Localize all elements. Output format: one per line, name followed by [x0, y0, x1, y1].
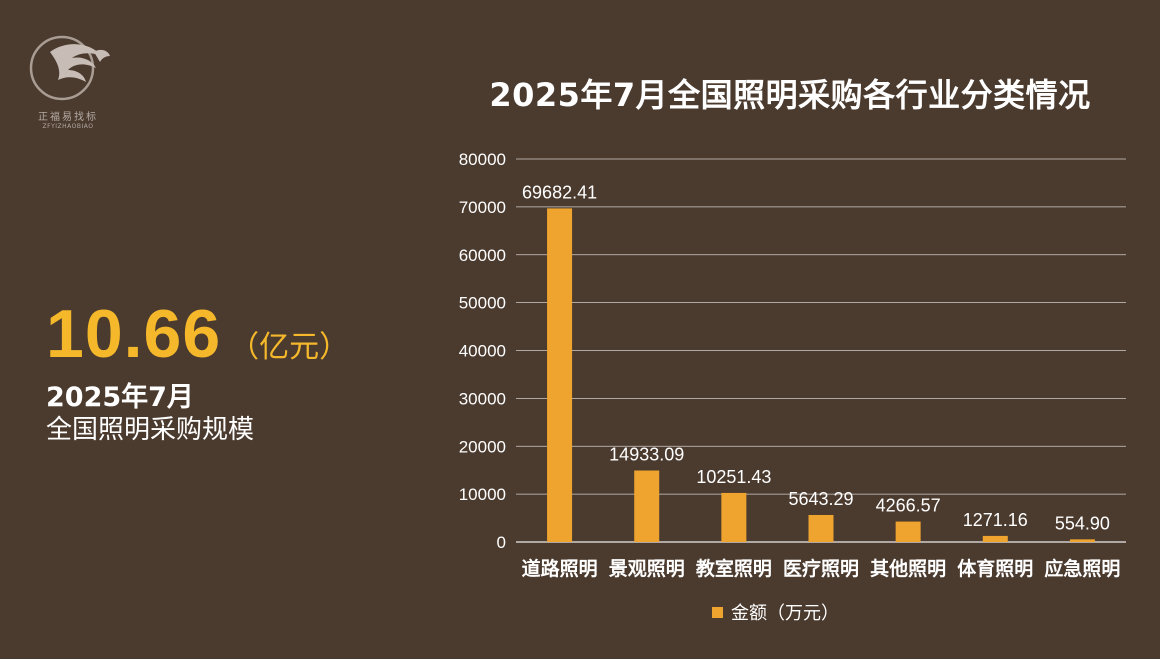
data-label: 4266.57 [876, 496, 941, 516]
x-tick-label: 教室照明 [696, 557, 772, 580]
kpi-value-row: 10.66 （亿元） [46, 300, 349, 368]
data-label: 69682.41 [522, 182, 597, 202]
bar [808, 514, 834, 542]
kpi-unit: （亿元） [229, 330, 350, 365]
data-label: 1271.16 [963, 510, 1028, 530]
chart-title: 2025年7月全国照明采购各行业分类情况 [489, 76, 1091, 114]
bar [547, 208, 573, 543]
x-tick-label: 应急照明 [1044, 557, 1120, 580]
x-tick-label: 其他照明 [870, 557, 946, 580]
y-tick-label: 10000 [459, 485, 506, 504]
eagle-logo-icon [29, 35, 110, 101]
data-label: 5643.29 [788, 489, 853, 509]
bar [895, 521, 921, 542]
brand-logo: 正福易找标 ZFYIZHAOBIAO [22, 30, 114, 130]
y-tick-label: 70000 [459, 198, 506, 217]
y-tick-label: 40000 [459, 342, 506, 361]
y-tick-label: 30000 [459, 389, 506, 408]
chart-legend: 金额（万元） [712, 599, 839, 625]
kpi-value: 10.66 [46, 296, 222, 372]
x-tick-label: 体育照明 [957, 557, 1033, 580]
x-tick-label: 景观照明 [609, 558, 685, 580]
data-label: 554.90 [1055, 513, 1110, 533]
data-label: 10251.43 [696, 467, 771, 487]
legend-label: 金额（万元） [731, 603, 839, 624]
bar [721, 492, 747, 542]
data-label: 14933.09 [609, 445, 684, 465]
y-tick-label: 50000 [459, 294, 506, 313]
y-tick-label: 80000 [459, 150, 506, 169]
bar [1069, 539, 1095, 542]
logo-name-en: ZFYIZHAOBIAO [42, 123, 94, 130]
y-tick-label: 0 [497, 533, 506, 552]
logo-name-cn: 正福易找标 [38, 112, 98, 123]
kpi-description: 全国照明采购规模 [46, 415, 255, 446]
x-tick-label: 医疗照明 [783, 557, 859, 580]
legend-swatch [712, 606, 723, 618]
bar [634, 470, 660, 542]
y-tick-label: 20000 [459, 437, 506, 456]
x-tick-label: 道路照明 [522, 557, 598, 580]
kpi-period: 2025年7月 [46, 382, 194, 413]
kpi-block: 10.66 （亿元） 2025年7月 全国照明采购规模 [46, 300, 349, 446]
y-tick-label: 60000 [459, 246, 506, 265]
bar [982, 535, 1008, 542]
